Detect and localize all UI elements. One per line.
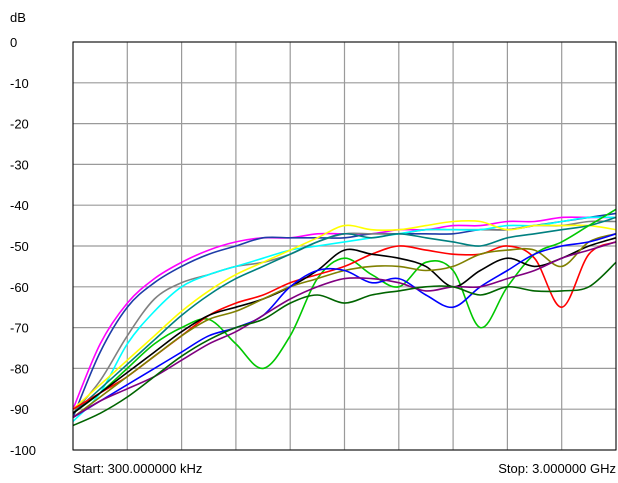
y-tick-label: -50	[10, 239, 29, 254]
series-line-6	[72, 216, 617, 414]
series-line-13	[72, 261, 617, 427]
y-tick-label: -70	[10, 321, 29, 336]
y-axis-unit-label: dB	[10, 10, 26, 25]
y-tick-label: -10	[10, 76, 29, 91]
series-line-4	[72, 216, 617, 422]
series-line-5	[72, 219, 617, 410]
series-line-11	[72, 233, 617, 419]
y-tick-label: -90	[10, 402, 29, 417]
start-frequency-label: Start: 300.000000 kHz	[73, 461, 202, 476]
series-line-7	[72, 208, 617, 414]
y-tick-label: -60	[10, 280, 29, 295]
y-tick-label: -80	[10, 361, 29, 376]
y-tick-label: -100	[10, 443, 36, 458]
y-tick-label: -30	[10, 157, 29, 172]
y-tick-label: -40	[10, 198, 29, 213]
y-tick-labels: 0 -10 -20 -30 -40 -50 -60 -70 -80 -90 -100	[10, 35, 36, 458]
y-tick-label: -20	[10, 117, 29, 132]
series-line-9	[72, 237, 617, 414]
y-tick-label: 0	[10, 35, 17, 50]
stop-frequency-label: Stop: 3.000000 GHz	[498, 461, 616, 476]
series-line-12	[72, 241, 617, 419]
plot-frame	[72, 41, 617, 451]
series-layer	[72, 208, 617, 427]
